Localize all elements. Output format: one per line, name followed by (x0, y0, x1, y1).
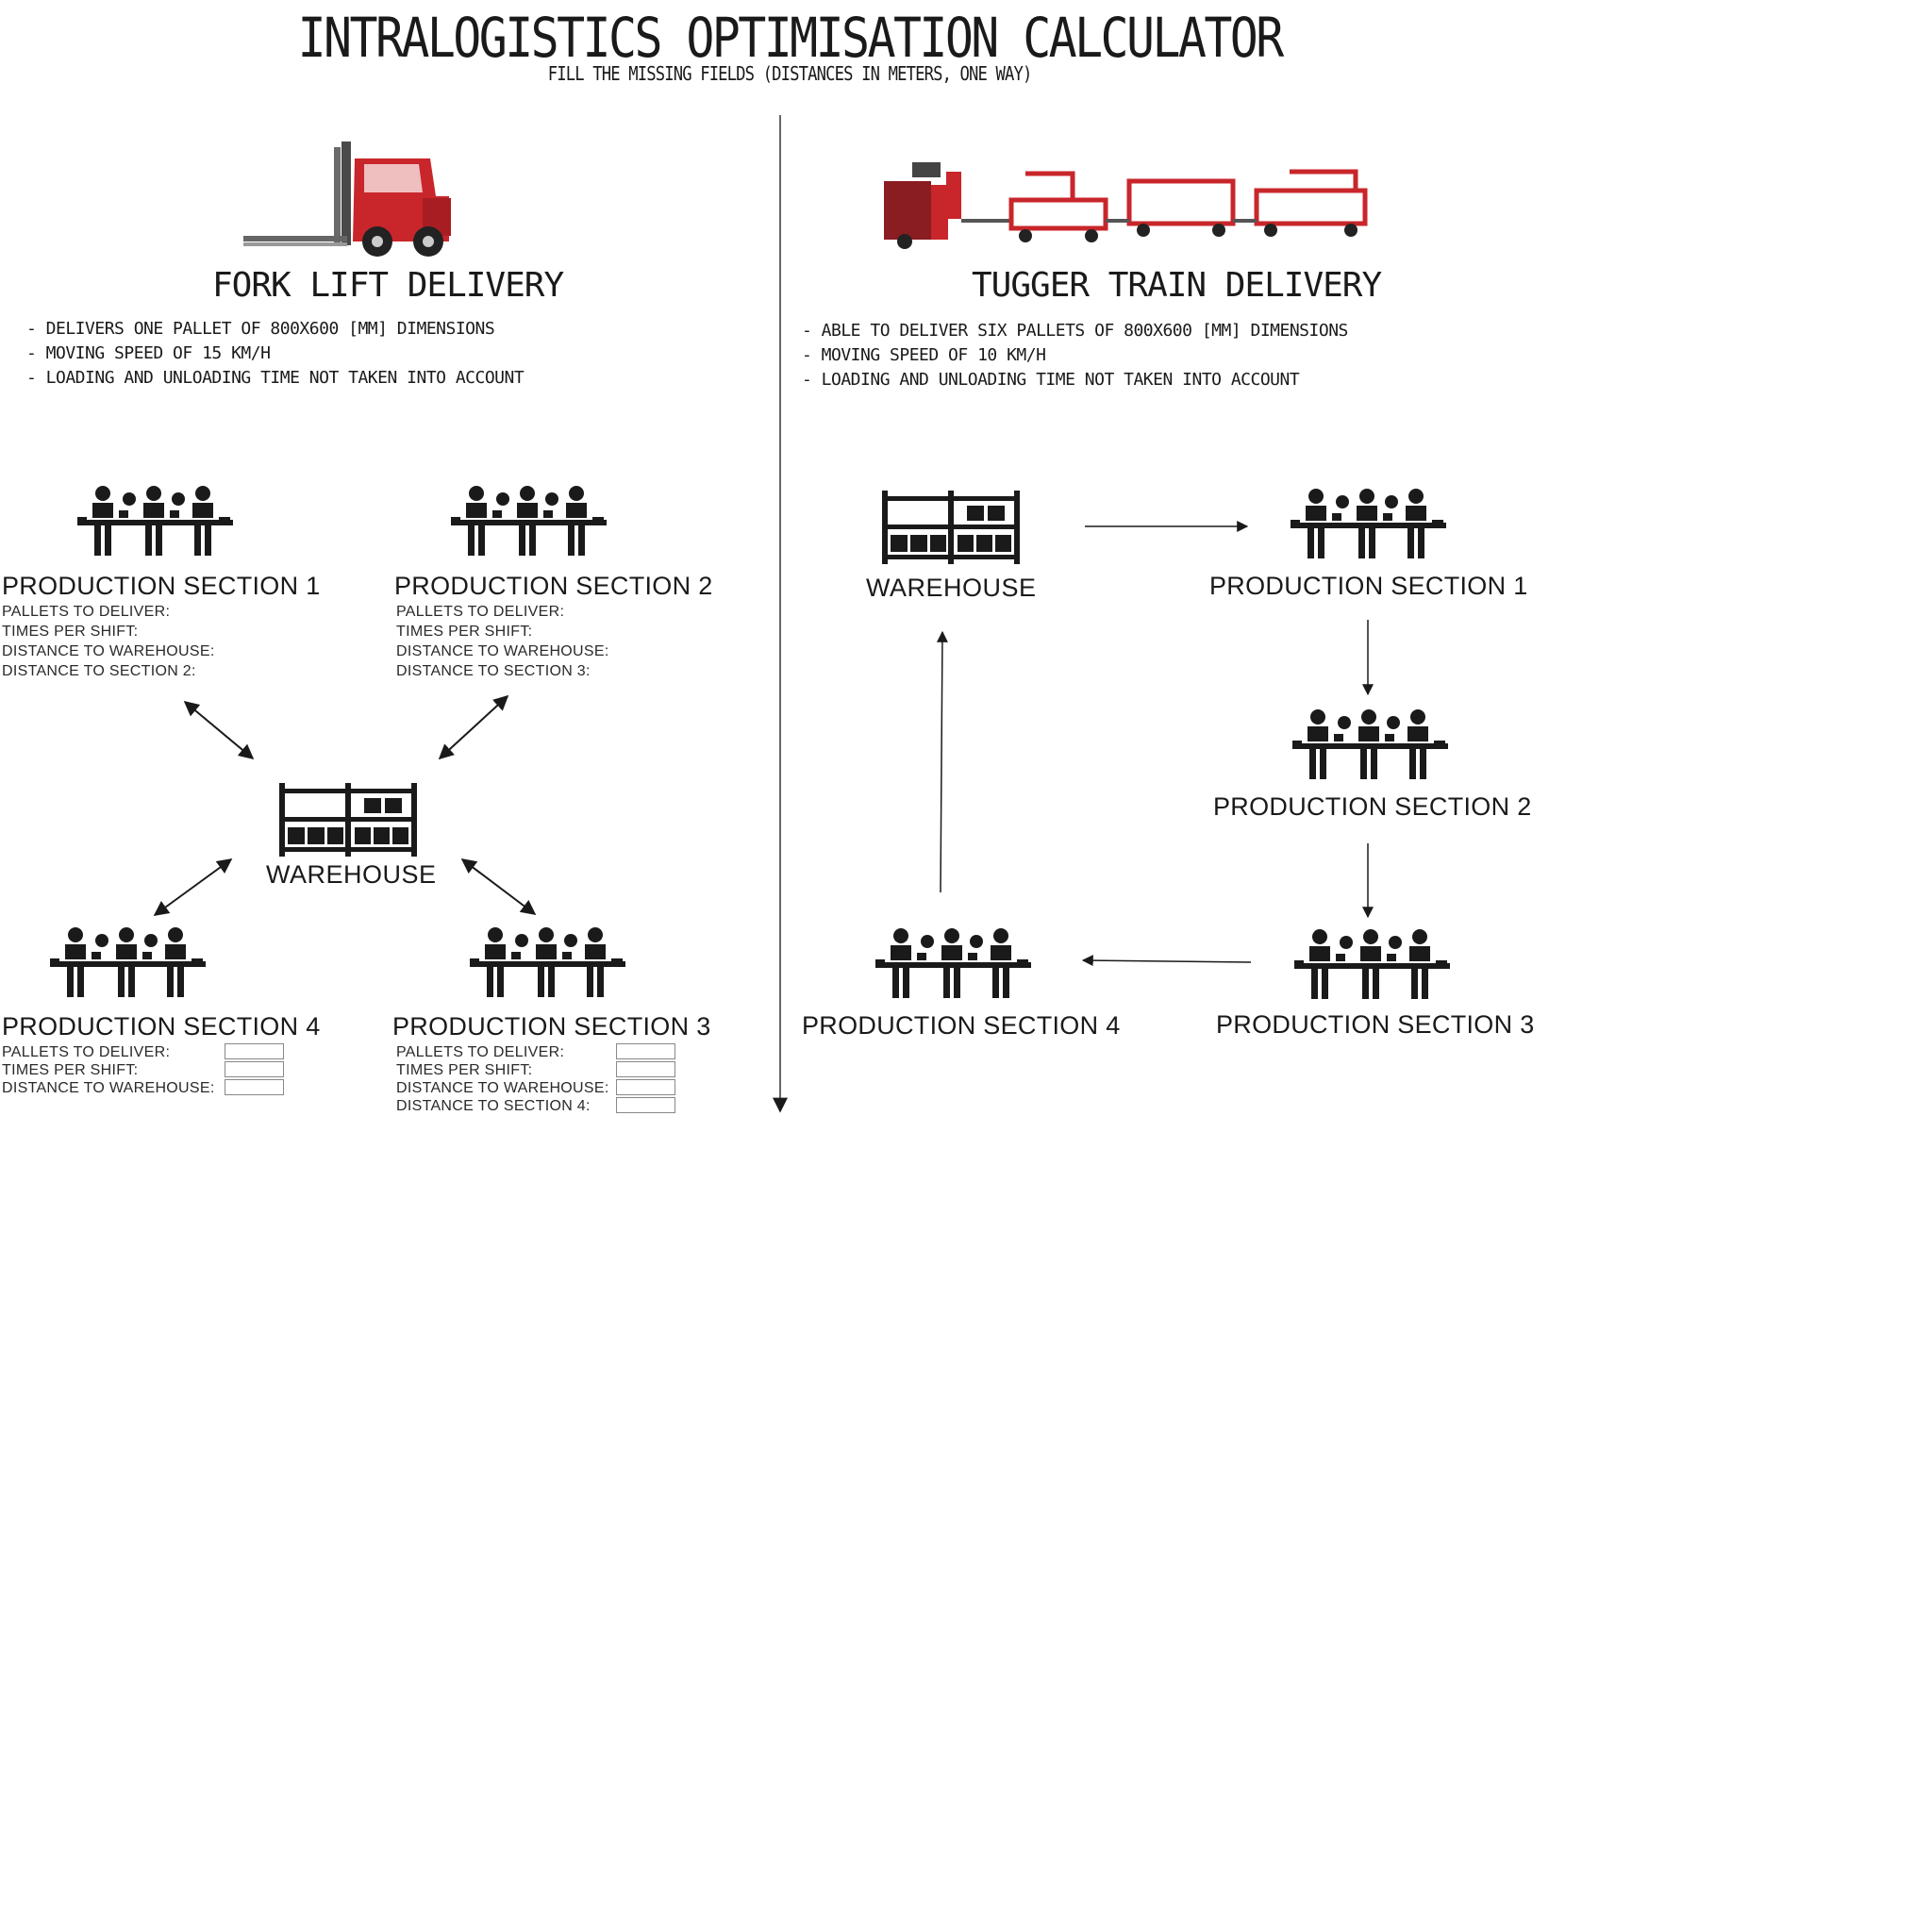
tugger-section-1-workers-icon (1291, 489, 1446, 558)
field-label: TIMES PER SHIFT: (396, 1062, 533, 1078)
section-4-distance-warehouse-input[interactable] (225, 1079, 284, 1095)
tugger-section-4-name: PRODUCTION SECTION 4 (802, 1011, 1121, 1040)
tugger-train-icon (884, 162, 1368, 249)
forklift-delivery-title: FORK LIFT DELIVERY (212, 266, 564, 305)
field-label: DISTANCE TO WAREHOUSE: (396, 1080, 609, 1096)
tugger-bullets: - ABLE TO DELIVER SIX PALLETS OF 800X600… (802, 319, 1348, 392)
forklift-section-1-name: PRODUCTION SECTION 1 (2, 572, 321, 600)
tugger-section-4-workers-icon (875, 928, 1031, 998)
tugger-delivery-title: TUGGER TRAIN DELIVERY (972, 266, 1382, 305)
forklift-warehouse-label: WAREHOUSE (266, 860, 437, 889)
section-4-pallets-input[interactable] (225, 1043, 284, 1059)
forklift-icon (243, 142, 451, 257)
forklift-section-1-fields: PALLETS TO DELIVER: TIMES PER SHIFT: DIS… (2, 602, 215, 681)
tugger-bullet: - MOVING SPEED OF 10 KM/H (802, 345, 1046, 365)
field-label: DISTANCE TO SECTION 3: (396, 663, 591, 679)
tugger-section-3-name: PRODUCTION SECTION 3 (1216, 1010, 1535, 1039)
field-label: DISTANCE TO WAREHOUSE: (2, 1080, 215, 1096)
forklift-section-4-name: PRODUCTION SECTION 4 (2, 1012, 321, 1041)
tugger-warehouse-label: WAREHOUSE (866, 574, 1037, 602)
tugger-bullet: - LOADING AND UNLOADING TIME NOT TAKEN I… (802, 370, 1300, 390)
forklift-bullets: - DELIVERS ONE PALLET OF 800X600 [MM] DI… (26, 317, 525, 391)
tugger-warehouse-rack-icon (882, 491, 1020, 564)
section-4-workers-icon (50, 927, 206, 997)
forklift-bullet: - LOADING AND UNLOADING TIME NOT TAKEN I… (26, 368, 525, 388)
tugger-section-3-workers-icon (1294, 929, 1450, 999)
forklift-bullet: - MOVING SPEED OF 15 KM/H (26, 343, 271, 363)
field-label: PALLETS TO DELIVER: (2, 1044, 171, 1060)
tugger-bullet: - ABLE TO DELIVER SIX PALLETS OF 800X600… (802, 321, 1348, 341)
field-label: DISTANCE TO WAREHOUSE: (396, 643, 609, 659)
tugger-section-2-name: PRODUCTION SECTION 2 (1213, 792, 1532, 821)
forklift-section-2-fields: PALLETS TO DELIVER: TIMES PER SHIFT: DIS… (396, 602, 609, 681)
forklift-section-3-name: PRODUCTION SECTION 3 (392, 1012, 711, 1041)
section-2-workers-icon (451, 486, 607, 556)
page-subtitle: FILL THE MISSING FIELDS (DISTANCES IN ME… (547, 62, 1033, 85)
section-3-distance-section4-input[interactable] (616, 1097, 675, 1113)
field-label: PALLETS TO DELIVER: (396, 1044, 565, 1060)
field-label: TIMES PER SHIFT: (2, 1062, 139, 1078)
section-3-pallets-input[interactable] (616, 1043, 675, 1059)
section-3-distance-warehouse-input[interactable] (616, 1079, 675, 1095)
tugger-section-2-workers-icon (1292, 709, 1448, 779)
section-3-times-input[interactable] (616, 1061, 675, 1077)
warehouse-rack-icon (279, 783, 417, 857)
forklift-section-3-fields: PALLETS TO DELIVER: TIMES PER SHIFT: DIS… (396, 1043, 609, 1115)
forklift-section-2-name: PRODUCTION SECTION 2 (394, 572, 713, 600)
page-title: INTRALOGISTICS OPTIMISATION CALCULATOR (297, 6, 1285, 70)
field-label: PALLETS TO DELIVER: (396, 604, 565, 620)
field-label: PALLETS TO DELIVER: (2, 604, 171, 620)
forklift-bullet: - DELIVERS ONE PALLET OF 800X600 [MM] DI… (26, 319, 495, 339)
field-label: DISTANCE TO WAREHOUSE: (2, 643, 215, 659)
field-label: DISTANCE TO SECTION 2: (2, 663, 196, 679)
section-1-workers-icon (77, 486, 233, 556)
section-3-workers-icon (470, 927, 625, 997)
field-label: DISTANCE TO SECTION 4: (396, 1098, 591, 1114)
section-4-times-input[interactable] (225, 1061, 284, 1077)
field-label: TIMES PER SHIFT: (2, 624, 139, 640)
tugger-section-1-name: PRODUCTION SECTION 1 (1209, 572, 1528, 600)
field-label: TIMES PER SHIFT: (396, 624, 533, 640)
forklift-section-4-fields: PALLETS TO DELIVER: TIMES PER SHIFT: DIS… (2, 1043, 215, 1097)
